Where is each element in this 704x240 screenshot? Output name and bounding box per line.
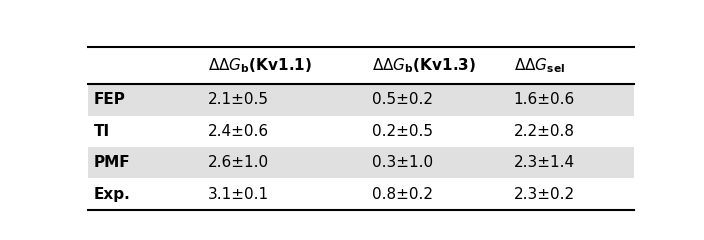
Text: 0.3±1.0: 0.3±1.0 bbox=[372, 155, 433, 170]
Text: 3.1±0.1: 3.1±0.1 bbox=[208, 187, 269, 202]
Text: Exp.: Exp. bbox=[94, 187, 130, 202]
Text: $\Delta\Delta G_\mathbf{sel}$: $\Delta\Delta G_\mathbf{sel}$ bbox=[514, 56, 565, 75]
Text: FEP: FEP bbox=[94, 92, 125, 108]
Text: 0.2±0.5: 0.2±0.5 bbox=[372, 124, 433, 139]
Text: 2.6±1.0: 2.6±1.0 bbox=[208, 155, 269, 170]
FancyBboxPatch shape bbox=[88, 84, 634, 116]
Text: 2.2±0.8: 2.2±0.8 bbox=[514, 124, 574, 139]
Text: 2.4±0.6: 2.4±0.6 bbox=[208, 124, 269, 139]
FancyBboxPatch shape bbox=[88, 147, 634, 179]
Text: 2.3±1.4: 2.3±1.4 bbox=[514, 155, 574, 170]
Text: 2.3±0.2: 2.3±0.2 bbox=[514, 187, 574, 202]
Text: 0.5±0.2: 0.5±0.2 bbox=[372, 92, 433, 108]
Text: PMF: PMF bbox=[94, 155, 130, 170]
Text: $\Delta\Delta G_\mathbf{b}$(Kv1.3): $\Delta\Delta G_\mathbf{b}$(Kv1.3) bbox=[372, 56, 476, 75]
Text: $\Delta\Delta G_\mathbf{b}$(Kv1.1): $\Delta\Delta G_\mathbf{b}$(Kv1.1) bbox=[208, 56, 312, 75]
Text: 0.8±0.2: 0.8±0.2 bbox=[372, 187, 433, 202]
Text: TI: TI bbox=[94, 124, 110, 139]
Text: 2.1±0.5: 2.1±0.5 bbox=[208, 92, 269, 108]
Text: 1.6±0.6: 1.6±0.6 bbox=[514, 92, 575, 108]
